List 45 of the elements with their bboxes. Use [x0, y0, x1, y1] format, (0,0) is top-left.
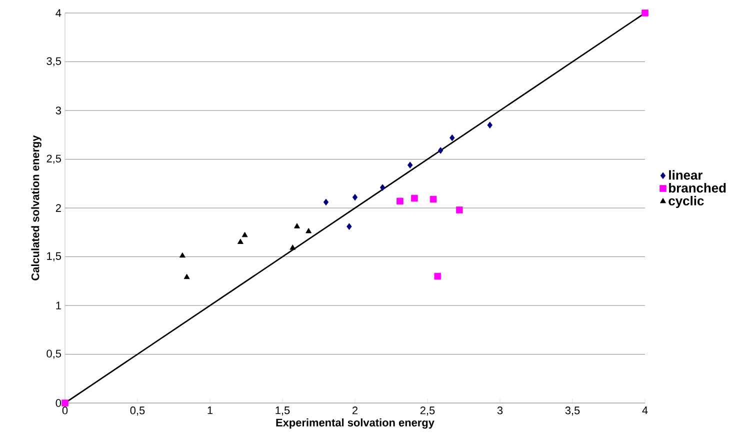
point [642, 10, 648, 16]
x-tick-label: 2,5 [420, 406, 435, 416]
point [179, 252, 186, 258]
legend-label: branched [669, 183, 726, 193]
point [450, 134, 455, 142]
y-tick-label: 1 [56, 302, 61, 310]
x-tick-label: 0 [62, 406, 68, 414]
point [487, 122, 492, 129]
point [352, 194, 358, 201]
y-tick-label: 0 [56, 399, 62, 407]
point [411, 194, 418, 202]
legend-label: cyclic [668, 196, 704, 208]
point [430, 196, 437, 203]
y-tick-label: 2 [56, 204, 61, 212]
x-tick-label: 2 [352, 406, 358, 414]
y-tick-label: 1,5 [47, 252, 62, 262]
x-tick-label: 4 [642, 406, 648, 414]
point [242, 232, 248, 238]
y-axis-title: Calculated solvation energy [31, 135, 42, 280]
y-tick-label: 4 [56, 9, 62, 17]
y-tick-label: 2,5 [46, 154, 62, 164]
point [290, 244, 296, 250]
point [323, 198, 329, 206]
y-tick-label: 3 [56, 106, 61, 114]
x-tick-label: 1 [208, 406, 213, 414]
point [396, 198, 404, 205]
point [408, 162, 413, 168]
point [438, 147, 444, 154]
x-tick-label: 1,5 [276, 406, 290, 416]
point [306, 228, 312, 234]
point [62, 400, 68, 406]
x-axis-title: Experimental solvation energy [276, 418, 434, 429]
x-tick-label: 0,5 [130, 406, 145, 416]
point [380, 184, 386, 191]
y-tick-label: 3,5 [46, 57, 62, 66]
x-tick-label: 3 [497, 406, 503, 414]
point [456, 206, 463, 214]
point [346, 223, 352, 230]
point [237, 238, 244, 244]
legend-label: linear [669, 170, 703, 180]
point [184, 274, 190, 280]
x-tick-label: 3,5 [565, 406, 580, 416]
point [434, 272, 442, 280]
point [294, 223, 300, 228]
y-tick-label: 0,5 [46, 350, 62, 359]
